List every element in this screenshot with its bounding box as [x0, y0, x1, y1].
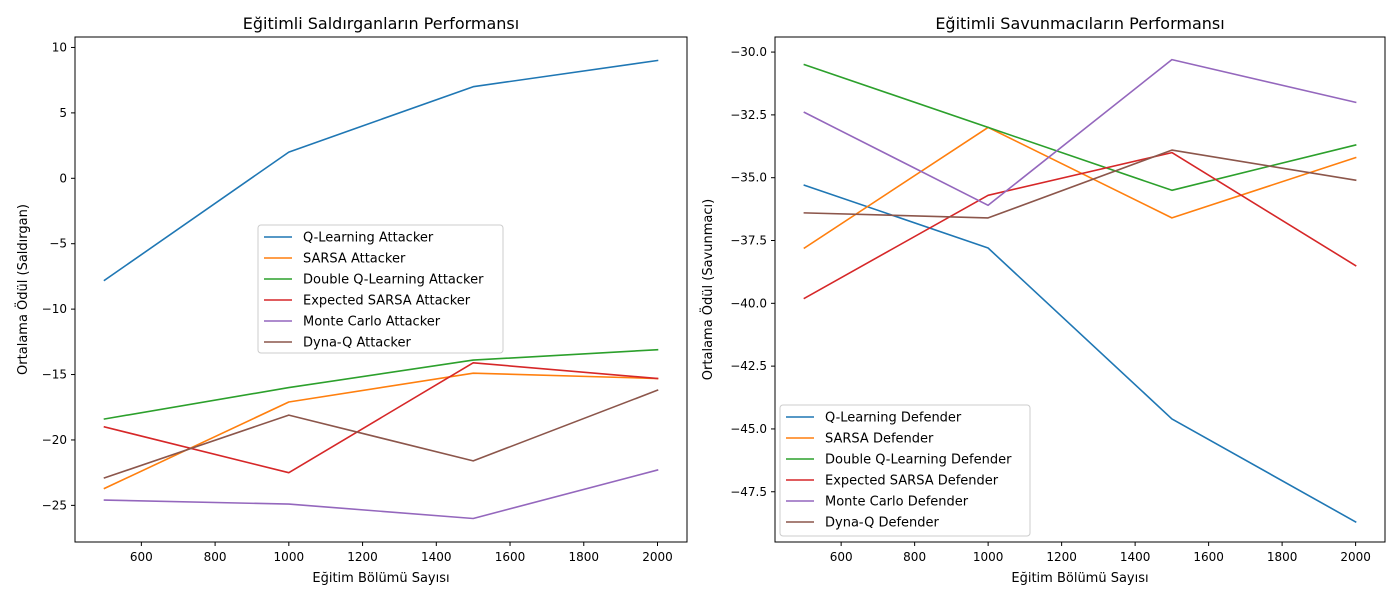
legend-entry-double-q-learning-defender: Double Q-Learning Defender	[825, 453, 1012, 468]
x-tick-label: 2000	[642, 550, 673, 564]
legend-entry-expected-sarsa-defender: Expected SARSA Defender	[825, 474, 999, 489]
legend-entry-expected-sarsa-attacker: Expected SARSA Attacker	[303, 294, 471, 309]
legend-entry-q-learning-attacker: Q-Learning Attacker	[303, 231, 434, 246]
y-tick-label: −35.0	[730, 171, 767, 185]
legend-entry-double-q-learning-attacker: Double Q-Learning Attacker	[303, 273, 484, 288]
legend-entry-sarsa-attacker: SARSA Attacker	[303, 252, 406, 267]
y-tick-label: 10	[52, 40, 67, 54]
x-tick-label: 1000	[274, 550, 305, 564]
legend-entry-monte-carlo-attacker: Monte Carlo Attacker	[303, 315, 441, 330]
x-axis-label: Eğitim Bölümü Sayısı	[1011, 571, 1148, 586]
y-tick-label: −42.5	[730, 359, 767, 373]
x-tick-label: 1000	[973, 550, 1004, 564]
y-tick-label: −40.0	[730, 296, 767, 310]
x-tick-label: 1800	[1267, 550, 1298, 564]
x-axis-label: Eğitim Bölümü Sayısı	[312, 571, 449, 586]
chart-title: Eğitimli Savunmacıların Performansı	[935, 14, 1224, 33]
y-tick-label: −10	[42, 302, 67, 316]
x-tick-label: 1400	[1120, 550, 1151, 564]
y-axis-label: Ortalama Ödül (Saldırgan)	[14, 204, 31, 375]
series-line-monte-carlo-attacker	[105, 470, 658, 519]
x-tick-label: 600	[130, 550, 153, 564]
y-tick-label: −37.5	[730, 234, 767, 248]
chart-title: Eğitimli Saldırganların Performansı	[243, 14, 519, 33]
legend-entry-dyna-q-defender: Dyna-Q Defender	[825, 516, 940, 531]
series-line-sarsa-attacker	[105, 373, 658, 488]
defender-chart: Eğitimli Savunmacıların Performansı 600 80…	[699, 14, 1385, 586]
y-tick-label: −15	[42, 368, 67, 382]
y-tick-label: −30.0	[730, 45, 767, 59]
x-tick-label: 1800	[568, 550, 599, 564]
x-tick-label: 800	[204, 550, 227, 564]
y-tick-label: 0	[59, 171, 67, 185]
x-tick-label: 1600	[1193, 550, 1224, 564]
y-tick-label: −25	[42, 498, 67, 512]
legend: Q-Learning Defender SARSA Defender Double …	[780, 405, 1030, 536]
x-tick-label: 1200	[1046, 550, 1077, 564]
legend-entry-q-learning-defender: Q-Learning Defender	[825, 411, 962, 426]
x-tick-label: 600	[830, 550, 853, 564]
x-tick-label: 2000	[1340, 550, 1371, 564]
y-tick-label: −32.5	[730, 108, 767, 122]
y-tick-label: 5	[59, 106, 67, 120]
y-tick-label: −20	[42, 433, 67, 447]
series-line-expected-sarsa-defender	[804, 153, 1355, 299]
legend-entry-monte-carlo-defender: Monte Carlo Defender	[825, 495, 969, 510]
y-tick-label: −47.5	[730, 485, 767, 499]
attacker-chart: Eğitimli Saldırganların Performansı 600 80…	[14, 14, 687, 586]
series-line-sarsa-defender	[804, 127, 1355, 248]
legend: Q-Learning Attacker SARSA Attacker Double …	[258, 225, 503, 353]
x-tick-label: 800	[903, 550, 926, 564]
legend-entry-sarsa-defender: SARSA Defender	[825, 432, 934, 447]
series-line-dyna-q-attacker	[105, 390, 658, 478]
y-tick-label: −45.0	[730, 422, 767, 436]
y-axis-label: Ortalama Ödül (Savunmacı)	[699, 199, 716, 380]
series-line-double-q-learning-attacker	[105, 350, 658, 419]
legend-entry-dyna-q-attacker: Dyna-Q Attacker	[303, 336, 411, 351]
x-tick-label: 1200	[347, 550, 378, 564]
x-tick-label: 1400	[421, 550, 452, 564]
series-line-expected-sarsa-attacker	[105, 363, 658, 473]
x-tick-label: 1600	[495, 550, 526, 564]
y-tick-label: −5	[49, 237, 67, 251]
